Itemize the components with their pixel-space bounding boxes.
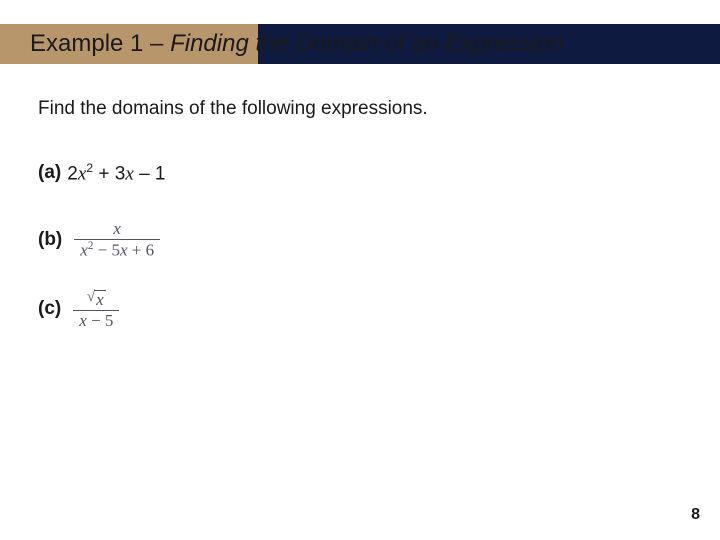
item-label: (a) xyxy=(38,162,61,184)
item-b: (b) x x2 − 5x + 6 xyxy=(38,220,678,259)
item-b-fraction: x x2 − 5x + 6 xyxy=(74,220,160,259)
title-prefix: Example 1 – xyxy=(30,30,170,57)
slide-title: Example 1 – Finding the Domain of an Exp… xyxy=(30,30,564,58)
title-italic: Finding the Domain of an Expression xyxy=(170,30,564,57)
fraction-numerator: √ x xyxy=(81,287,112,310)
item-c: (c) √ x x − 5 xyxy=(38,287,678,330)
item-a-expression: 2x2 + 3x – 1 xyxy=(67,161,165,185)
item-c-fraction: √ x x − 5 xyxy=(73,287,119,330)
item-label: (c) xyxy=(38,298,61,320)
item-a: (a) 2x2 + 3x – 1 xyxy=(38,154,678,192)
fraction-denominator: x − 5 xyxy=(73,310,119,330)
content-area: Find the domains of the following expres… xyxy=(38,98,678,358)
sqrt: √ x xyxy=(87,290,106,309)
fraction-denominator: x2 − 5x + 6 xyxy=(74,239,160,260)
intro-text: Find the domains of the following expres… xyxy=(38,98,678,120)
fraction-numerator: x xyxy=(107,220,127,239)
item-label: (b) xyxy=(38,229,62,251)
title-bar: Example 1 – Finding the Domain of an Exp… xyxy=(0,24,720,64)
page-number: 8 xyxy=(691,506,700,524)
